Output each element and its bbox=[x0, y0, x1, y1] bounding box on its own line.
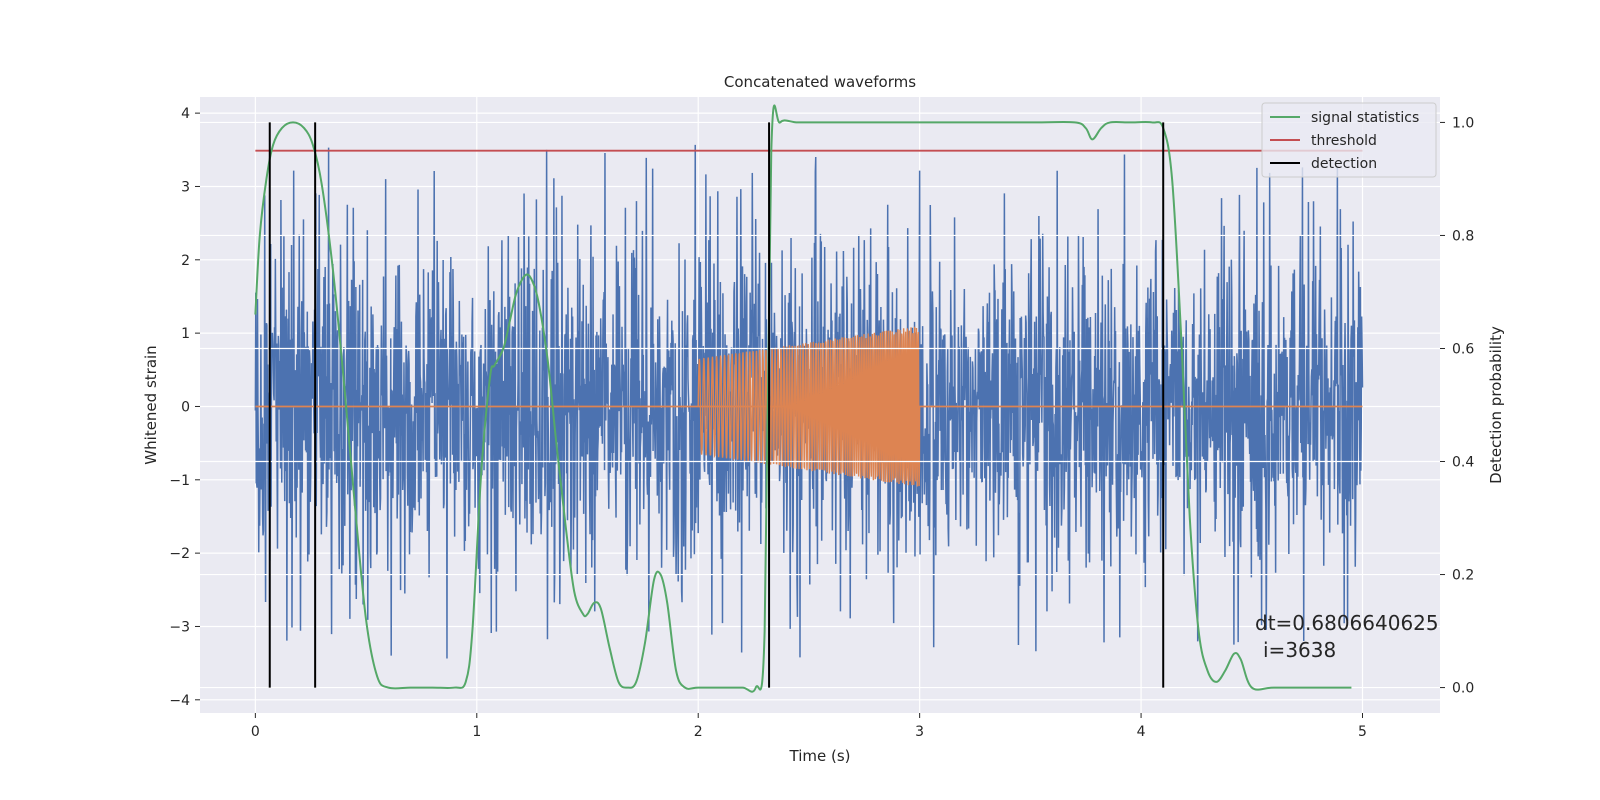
injection-series bbox=[697, 326, 921, 487]
y-tick-label: 0 bbox=[181, 399, 190, 415]
y-tick-label: 2 bbox=[181, 253, 190, 269]
legend-label-signal-statistics: signal statistics bbox=[1311, 110, 1419, 126]
x-tick-label: 0 bbox=[251, 724, 260, 740]
y2-tick-label: 1.0 bbox=[1452, 115, 1474, 131]
y-axis-ticks: 4 3 2 1 0 −1 −2 −3 −4 bbox=[169, 106, 200, 709]
detection-series bbox=[268, 122, 1165, 688]
injection-chirp bbox=[697, 326, 921, 487]
x-axis-label: Time (s) bbox=[789, 747, 851, 765]
y2-tick-label: 0.8 bbox=[1452, 228, 1474, 244]
y2-tick-label: 0.2 bbox=[1452, 568, 1474, 584]
annotation-dt: dt=0.6806640625 bbox=[1255, 611, 1439, 635]
y2-tick-label: 0.4 bbox=[1452, 455, 1474, 471]
y-tick-label: −4 bbox=[169, 693, 190, 709]
legend-frame bbox=[1261, 102, 1437, 178]
y-tick-label: 1 bbox=[181, 326, 190, 342]
x-tick-label: 4 bbox=[1137, 724, 1146, 740]
y-tick-label: 3 bbox=[181, 179, 190, 195]
legend-label-detection: detection bbox=[1311, 156, 1377, 172]
y-tick-label: −3 bbox=[169, 619, 190, 635]
legend-label-threshold: threshold bbox=[1311, 133, 1377, 149]
legend: signal statistics threshold detection bbox=[1261, 102, 1437, 178]
x-tick-label: 5 bbox=[1358, 724, 1367, 740]
annotation-index: i=3638 bbox=[1263, 638, 1336, 662]
y-tick-label: −2 bbox=[169, 546, 190, 562]
y-tick-label: 4 bbox=[181, 106, 190, 122]
x-axis-ticks: 0 1 2 3 4 5 bbox=[251, 713, 1367, 740]
y2-axis-label: Detection probability bbox=[1487, 326, 1505, 484]
y2-tick-label: 0.0 bbox=[1452, 681, 1474, 697]
x-tick-label: 1 bbox=[472, 724, 481, 740]
chart-title: Concatenated waveforms bbox=[724, 73, 916, 91]
x-tick-label: 3 bbox=[915, 724, 924, 740]
y2-axis-ticks: 1.0 0.8 0.6 0.4 0.2 0.0 bbox=[1440, 115, 1474, 697]
y-axis-label: Whitened strain bbox=[142, 345, 160, 464]
y-tick-label: −1 bbox=[169, 473, 190, 489]
x-tick-label: 2 bbox=[694, 724, 703, 740]
signal-statistics-series bbox=[254, 104, 1352, 693]
signal-statistics-line bbox=[254, 104, 1352, 693]
y2-tick-label: 0.6 bbox=[1452, 341, 1474, 357]
